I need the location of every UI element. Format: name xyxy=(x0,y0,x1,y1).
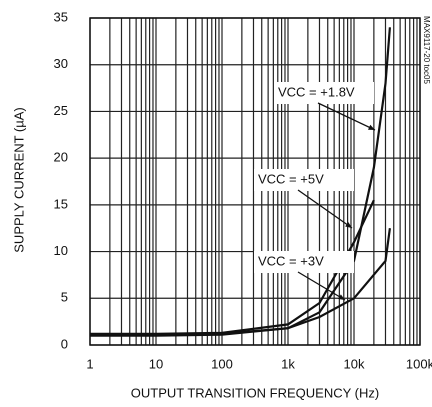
arrow-head xyxy=(368,124,375,130)
arrow xyxy=(297,189,353,229)
side-note: MAX9117-20 toc05 xyxy=(422,16,431,84)
y-axis-title: SUPPLY CURRENT (µA) xyxy=(11,107,26,252)
y-tick-label: 20 xyxy=(54,150,68,165)
y-tick-label: 35 xyxy=(54,9,68,24)
x-tick-label: 1 xyxy=(86,356,93,371)
y-tick-label: 30 xyxy=(54,56,68,71)
y-tick-label: 10 xyxy=(54,243,68,258)
arrow xyxy=(297,271,346,301)
label-box xyxy=(254,169,354,191)
plot-frame xyxy=(89,17,421,346)
series-label: VCC = +5V xyxy=(258,171,324,186)
arrow-head xyxy=(345,222,352,228)
series-label: VCC = +1.8V xyxy=(278,84,355,99)
label-box xyxy=(274,82,374,104)
arrow xyxy=(317,102,376,131)
y-tick-label: 5 xyxy=(61,290,68,305)
series-line xyxy=(90,228,391,336)
y-tick-label: 25 xyxy=(54,103,68,118)
x-tick-label: 10 xyxy=(149,356,163,371)
series-label: VCC = +3V xyxy=(258,253,324,268)
x-axis-title: OUTPUT TRANSITION FREQUENCY (Hz) xyxy=(131,385,379,400)
x-tick-label: 100 xyxy=(211,356,233,371)
y-tick-label: 15 xyxy=(54,196,68,211)
x-tick-label: 1k xyxy=(281,356,295,371)
x-tick-label: 100k xyxy=(406,356,432,371)
y-tick-label: 0 xyxy=(61,336,68,351)
arrow-head xyxy=(338,294,345,300)
x-tick-label: 10k xyxy=(344,356,365,371)
label-box xyxy=(254,251,354,273)
